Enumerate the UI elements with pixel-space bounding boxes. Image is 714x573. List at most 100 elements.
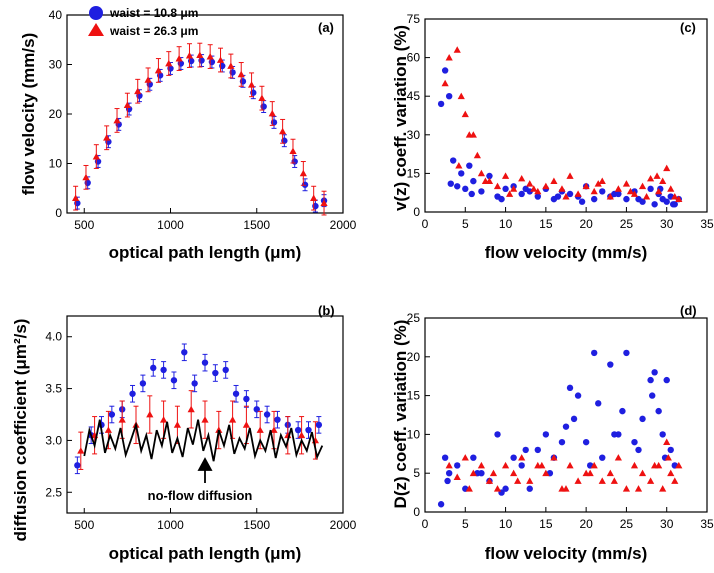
panel-d-point-triangle <box>634 485 643 492</box>
panel-d-point-triangle <box>614 454 622 461</box>
panel-b-point-circle <box>191 380 198 387</box>
panel-c-point-triangle <box>647 174 655 182</box>
panel-a-point-triangle <box>268 109 276 117</box>
panel-a-ylabel: flow velocity (mm/s) <box>19 33 38 195</box>
panel-c-point-circle <box>447 180 454 187</box>
panel-c-tag: (c) <box>680 20 696 35</box>
panel-c-point-circle <box>566 190 574 198</box>
panel-c-point-circle <box>518 190 525 198</box>
panel-d-point-triangle <box>562 485 570 492</box>
panel-a-point-triangle <box>258 94 266 102</box>
panel-c-point-triangle <box>638 182 647 190</box>
panel-a-xtick-label: 1500 <box>243 218 270 232</box>
panel-a-point-triangle <box>144 76 152 83</box>
panel-c-point-triangle <box>493 182 502 190</box>
panel-c-point-triangle <box>506 190 514 197</box>
panel-a-point-circle <box>198 57 205 64</box>
legend-label-1: waist = 10.8 μm <box>109 6 198 20</box>
panel-d-point-triangle <box>538 461 546 469</box>
panel-b-point-triangle <box>256 426 264 433</box>
panel-b-xtick-label: 2000 <box>330 518 357 532</box>
panel-c-point-triangle <box>526 180 534 187</box>
panel-d-ytick-label: 20 <box>407 350 421 364</box>
panel-c-point-triangle <box>445 54 453 61</box>
panel-a-xtick-label: 2000 <box>330 218 357 232</box>
panel-c-point-circle <box>486 172 493 180</box>
panel-d-point-triangle <box>664 454 672 461</box>
panel-c-point-triangle <box>542 182 550 190</box>
panel-d-point-circle <box>570 415 578 423</box>
panel-a-ytick-label: 10 <box>49 157 63 171</box>
panel-d-point-triangle <box>566 461 574 469</box>
panel-d-point-circle <box>649 392 656 399</box>
panel-d-point-triangle <box>461 454 469 461</box>
panel-d-point-circle <box>623 349 630 357</box>
panel-c-point-triangle <box>566 172 574 179</box>
panel-d-xtick-label: 10 <box>499 517 513 531</box>
panel-d-point-circle <box>437 501 445 508</box>
panel-b-line-series <box>83 419 324 462</box>
panel-c-point-triangle <box>510 185 518 192</box>
panel-c-point-triangle <box>477 169 485 177</box>
panel-c-ylabel: v(z) coeff. variation (%) <box>391 25 410 211</box>
panel-d-point-triangle <box>526 477 534 484</box>
panel-d-point-circle <box>522 446 529 454</box>
panel-b-point-triangle <box>201 416 209 423</box>
panel-d-point-triangle <box>453 473 461 480</box>
panel-d-xlabel: flow velocity (mm/s) <box>485 544 647 563</box>
panel-d-point-triangle <box>550 454 558 461</box>
panel-c-xtick-label: 20 <box>579 217 593 231</box>
panel-c-point-triangle <box>473 151 481 159</box>
panel-d-point-triangle <box>675 461 683 469</box>
panel-c-point-triangle <box>667 185 675 192</box>
panel-d-point-circle <box>518 462 525 469</box>
panel-b-point-circle <box>201 359 209 366</box>
panel-d-point-circle <box>631 438 638 446</box>
panel-b-xtick-label: 500 <box>74 518 94 532</box>
panel-c-point-circle <box>635 195 642 203</box>
panel-d-point-circle <box>502 485 509 492</box>
panel-c-point-circle <box>534 193 541 200</box>
panel-d-ylabel: D(z) coeff. variation (%) <box>391 320 410 509</box>
panel-b-point-triangle <box>77 447 85 454</box>
panel-a-point-triangle <box>154 66 163 74</box>
panel-c-point-triangle <box>455 162 463 169</box>
panel-b-tag: (b) <box>318 303 335 318</box>
panel-a-point-triangle <box>82 173 90 181</box>
panel-b-ytick-label: 3.0 <box>45 433 62 447</box>
panel-d-xtick-label: 15 <box>539 517 553 531</box>
panel-c-point-circle <box>468 190 475 198</box>
panel-b-point-circle <box>150 364 157 372</box>
panel-a-ytick-label: 40 <box>49 8 63 22</box>
panel-c-point-triangle <box>453 46 461 53</box>
panel-b-point-triangle <box>229 416 237 423</box>
panel-c-point-triangle <box>574 190 582 197</box>
panel-a-point-triangle <box>123 101 131 108</box>
panel-b-xtick-label: 1500 <box>243 518 270 532</box>
panel-c-xtick-label: 5 <box>462 217 469 231</box>
panel-c-point-circle <box>441 67 449 74</box>
panel-d-point-triangle <box>651 461 659 469</box>
panel-d-point-circle <box>635 446 642 454</box>
panel-b-ylabel: diffusion coefficient (μm²/s) <box>11 319 30 542</box>
panel-a-point-triangle <box>310 194 318 202</box>
panel-c-point-triangle <box>441 79 449 87</box>
panel-d-point-triangle <box>638 469 647 477</box>
panel-c-point-circle <box>445 93 453 100</box>
panel-a-point-triangle <box>206 52 214 60</box>
panel-a-point-triangle <box>289 147 297 155</box>
panel-c-point-triangle <box>594 180 602 187</box>
panel-c-xlabel: flow velocity (mm/s) <box>485 243 647 262</box>
panel-c-xtick-label: 30 <box>660 217 674 231</box>
panel-d-point-circle <box>639 415 646 423</box>
panel-c-point-triangle <box>518 174 526 182</box>
panel-a-point-triangle <box>237 70 245 78</box>
panel-b-point-circle <box>139 380 147 387</box>
panel-c-point-triangle <box>562 192 570 200</box>
panel-b-point-triangle <box>173 421 181 428</box>
panel-a-xtick-label: 500 <box>74 218 94 232</box>
panel-c-point-circle <box>450 157 457 164</box>
panel-d-point-circle <box>651 369 658 376</box>
panel-c-point-triangle <box>659 177 667 184</box>
